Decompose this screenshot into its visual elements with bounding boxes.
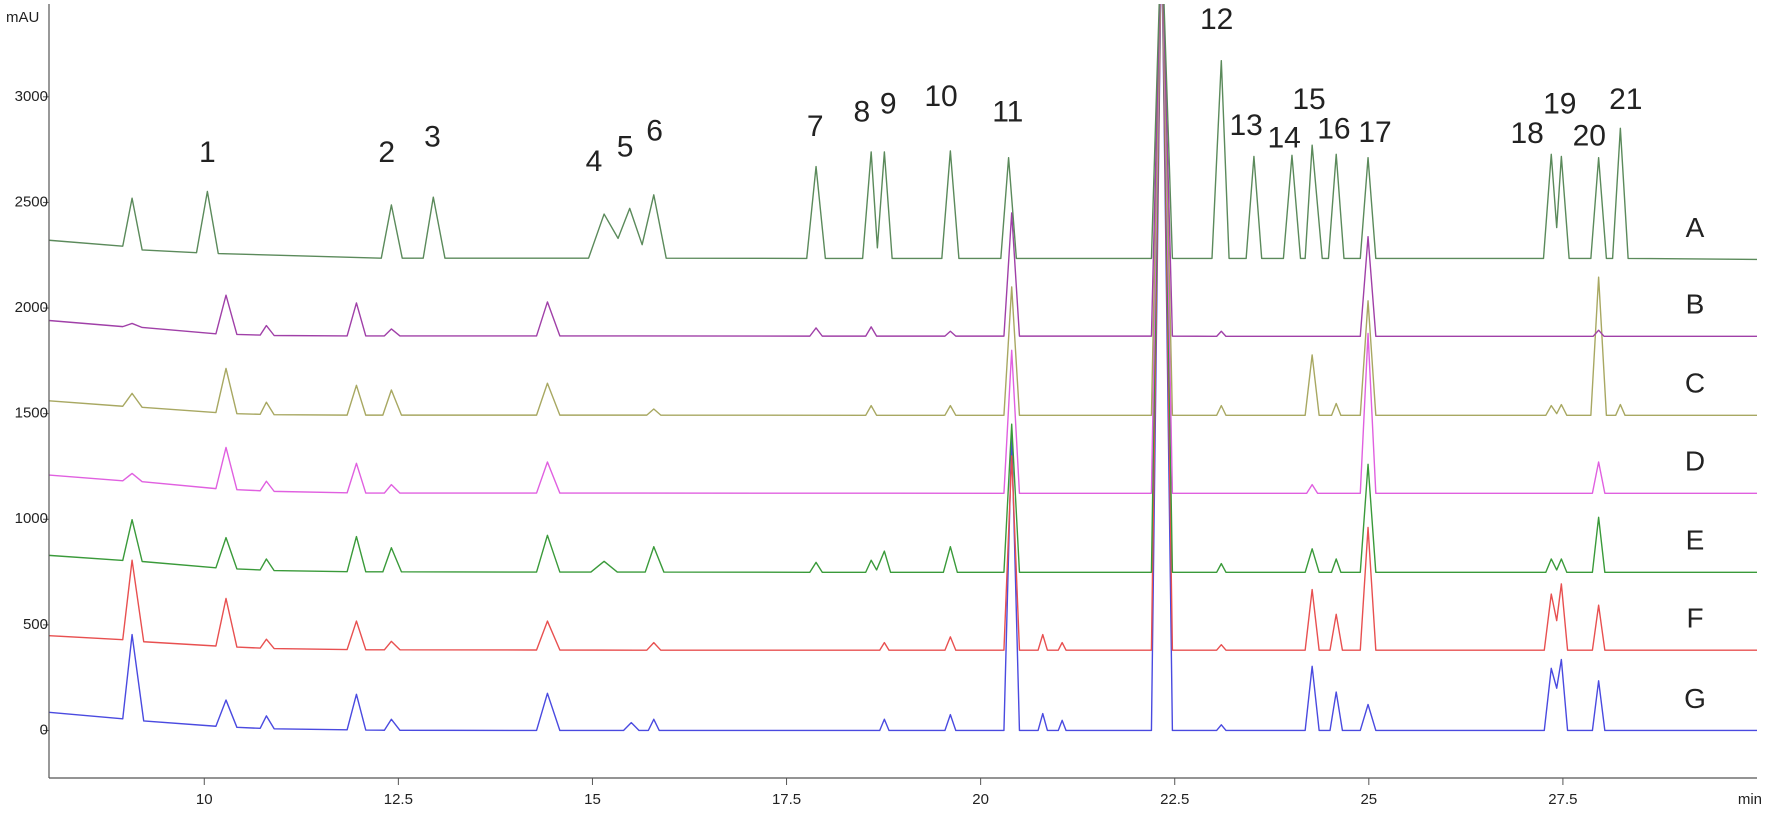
peak-label: 12 <box>1200 3 1233 36</box>
y-tick-label: 2500 <box>15 193 48 210</box>
trace-label: E <box>1686 525 1705 556</box>
y-tick-label: 2000 <box>15 299 48 316</box>
peak-label: 19 <box>1543 88 1576 121</box>
peak-label: 3 <box>424 120 441 153</box>
peak-label: 8 <box>854 96 871 129</box>
trace-label: F <box>1686 603 1703 634</box>
peak-label: 7 <box>807 110 824 143</box>
x-tick-label: 27.5 <box>1548 791 1577 808</box>
trace-label: C <box>1685 368 1705 399</box>
trace-line <box>49 4 1757 494</box>
trace-line <box>49 4 1757 651</box>
peak-label: 10 <box>924 80 957 113</box>
peak-label: 9 <box>880 88 897 121</box>
peak-label: 16 <box>1317 113 1350 146</box>
peak-label: 14 <box>1268 121 1301 154</box>
trace-line <box>49 4 1757 338</box>
peak-label: 6 <box>646 115 663 148</box>
y-tick-label: 1000 <box>15 510 48 527</box>
peak-label: 5 <box>617 130 634 163</box>
peak-label: 20 <box>1573 119 1606 152</box>
trace-line <box>49 4 1757 573</box>
peak-label: 21 <box>1609 83 1642 116</box>
x-tick-label: 20 <box>972 791 989 808</box>
peak-label: 13 <box>1229 109 1262 142</box>
x-tick-label: 17.5 <box>772 791 801 808</box>
peak-label: 18 <box>1511 117 1544 150</box>
x-axis-label: min <box>1738 791 1762 808</box>
peak-label: 15 <box>1292 83 1325 116</box>
trace-label: G <box>1684 683 1706 714</box>
y-axis-label: mAU <box>6 9 39 26</box>
x-tick-label: 10 <box>196 791 213 808</box>
trace-line <box>49 4 1757 732</box>
y-tick-label: 500 <box>23 616 48 633</box>
y-tick-label: 3000 <box>15 88 48 105</box>
x-tick-label: 15 <box>584 791 601 808</box>
trace-line <box>49 4 1757 417</box>
x-tick-label: 25 <box>1360 791 1377 808</box>
peak-label: 11 <box>992 96 1023 129</box>
traces <box>49 4 1757 732</box>
y-tick-label: 1500 <box>15 405 48 422</box>
trace-line <box>49 4 1757 261</box>
peak-label: 2 <box>378 136 395 169</box>
y-tick-label: 0 <box>40 721 48 738</box>
x-tick-label: 22.5 <box>1160 791 1189 808</box>
peak-label: 4 <box>586 145 603 178</box>
peak-label: 1 <box>199 136 216 169</box>
peak-label: 17 <box>1358 116 1391 149</box>
x-tick-label: 12.5 <box>384 791 413 808</box>
trace-label: B <box>1686 289 1705 320</box>
trace-label: A <box>1686 212 1705 243</box>
trace-label: D <box>1685 446 1705 477</box>
